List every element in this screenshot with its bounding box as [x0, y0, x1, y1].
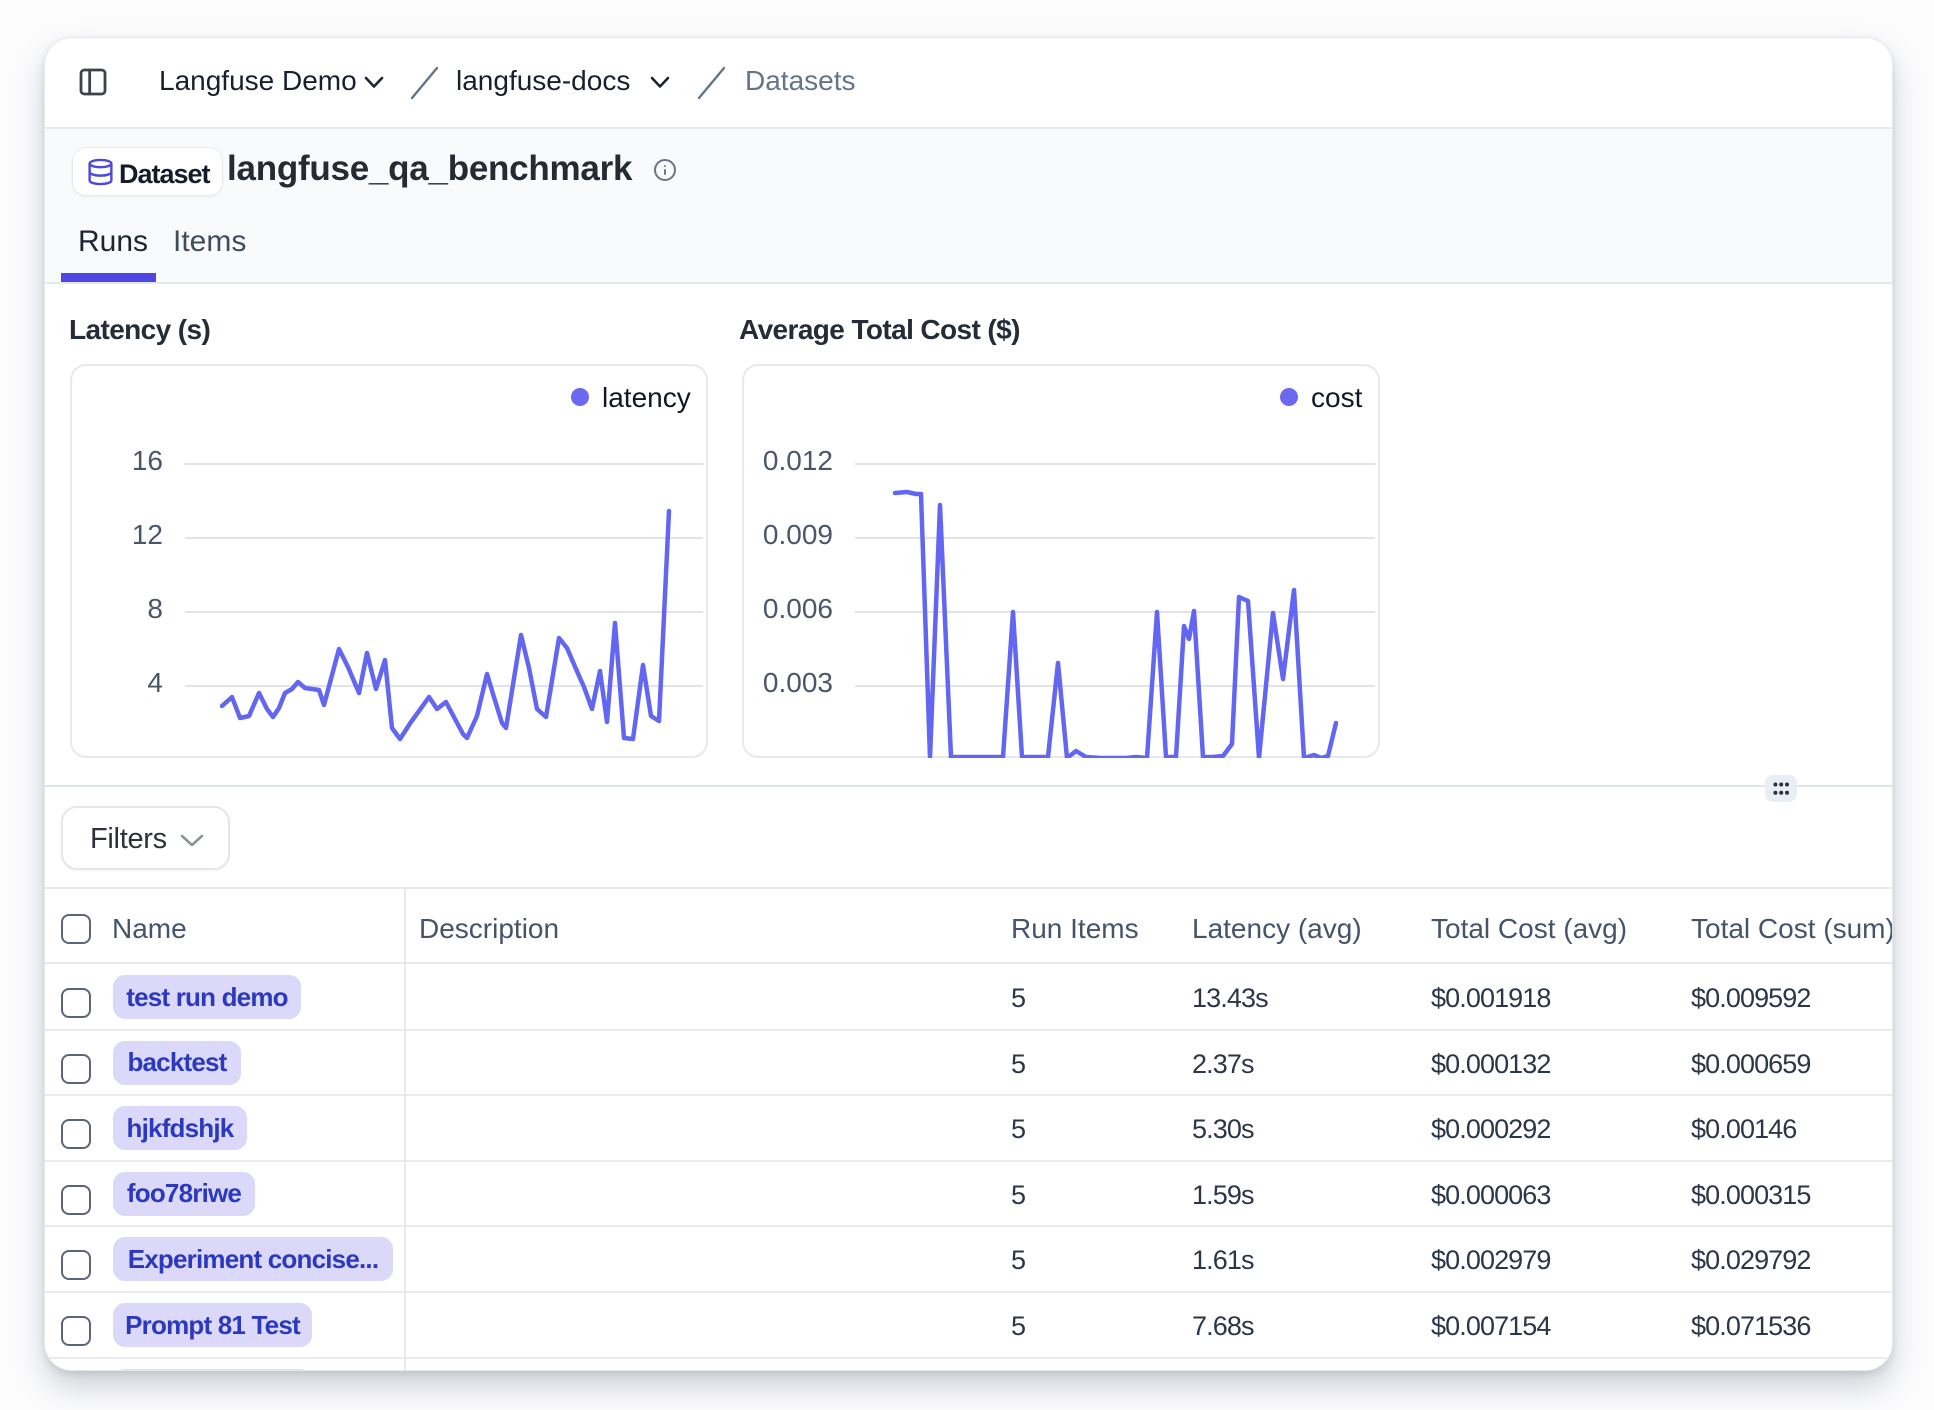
svg-text:0.006: 0.006: [763, 593, 833, 624]
svg-text:0.003: 0.003: [763, 667, 833, 698]
svg-text:16: 16: [132, 445, 163, 476]
svg-text:latency: latency: [602, 382, 691, 413]
svg-text:12: 12: [132, 519, 163, 550]
svg-text:8: 8: [147, 593, 163, 624]
svg-text:4: 4: [147, 667, 163, 698]
svg-text:0.012: 0.012: [763, 445, 833, 476]
svg-text:cost: cost: [1311, 382, 1363, 413]
svg-text:0.009: 0.009: [763, 519, 833, 550]
